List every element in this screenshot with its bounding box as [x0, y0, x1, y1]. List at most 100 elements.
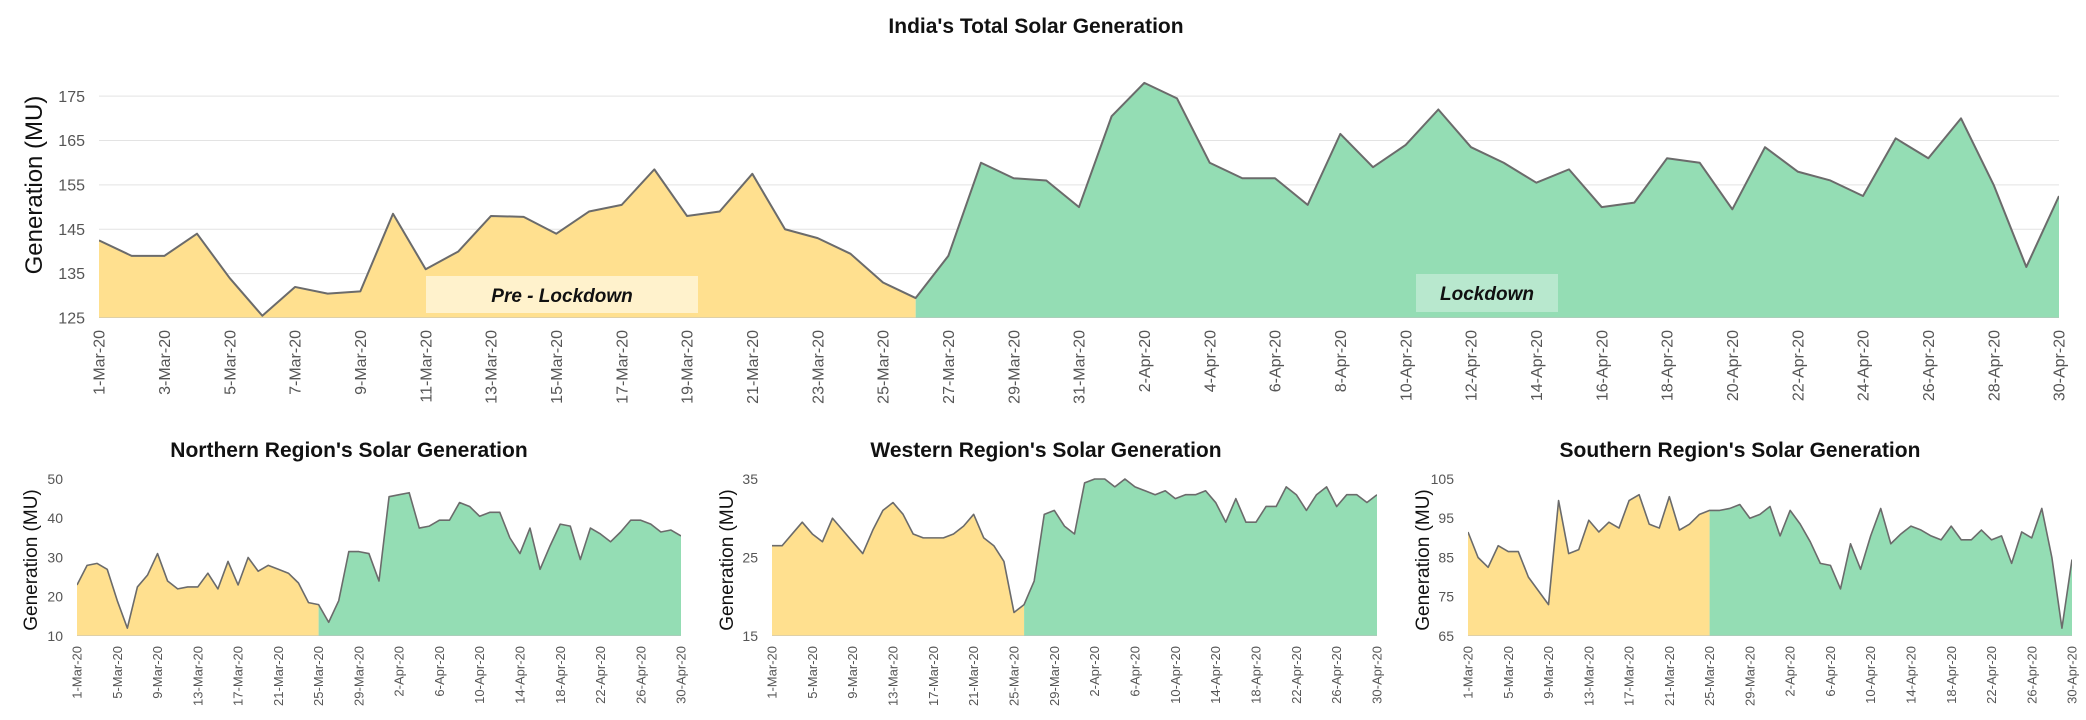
x-tick-label: 17-Mar-20 [926, 646, 941, 706]
pre-lockdown-area [1468, 494, 1710, 636]
x-tick-label: 29-Mar-20 [351, 646, 366, 706]
x-tick-label: 25-Mar-20 [311, 646, 326, 706]
x-tick-label: 29-Mar-20 [1742, 646, 1757, 706]
y-tick-label: 65 [1438, 628, 1454, 644]
x-tick-label: 4-Apr-20 [1202, 330, 1219, 392]
x-tick-label: 17-Mar-20 [231, 646, 246, 706]
x-tick-label: 1-Mar-20 [1461, 646, 1476, 699]
series-line [99, 81, 2059, 317]
x-tick-label: 24-Apr-20 [1856, 330, 1873, 401]
x-tick-label: 6-Apr-20 [1823, 646, 1838, 697]
x-tick-label: 5-Mar-20 [110, 646, 125, 699]
lockdown-area [915, 82, 2059, 318]
x-tick-label: 21-Mar-20 [271, 646, 286, 706]
x-tick-label: 18-Apr-20 [1944, 646, 1959, 704]
pre-lockdown-label-bg [426, 276, 698, 313]
x-tick-label: 29-Mar-20 [1006, 330, 1023, 404]
y-tick-label: 95 [1438, 510, 1454, 526]
x-tick-label: 20-Apr-20 [1725, 330, 1742, 401]
y-tick-label: 155 [58, 178, 85, 195]
x-tick-label: 31-Mar-20 [1072, 330, 1089, 404]
y-tick-label: 135 [58, 266, 85, 283]
x-tick-label: 13-Mar-20 [190, 646, 205, 706]
pre-lockdown-label: Pre - Lockdown [491, 286, 632, 307]
x-tick-label: 26-Apr-20 [2024, 646, 2039, 704]
y-tick-label: 75 [1438, 589, 1454, 605]
x-tick-label: 18-Apr-20 [1660, 330, 1677, 401]
x-tick-label: 14-Apr-20 [1904, 646, 1919, 704]
y-tick-label: 105 [1431, 471, 1455, 487]
x-tick-label: 25-Mar-20 [876, 330, 893, 404]
x-tick-label: 7-Mar-20 [288, 330, 305, 395]
x-tick-label: 11-Mar-20 [418, 330, 435, 403]
y-tick-labels: 65 75 85 95 105 [1431, 471, 1455, 644]
x-tick-label: 9-Mar-20 [150, 646, 165, 699]
x-tick-label: 14-Apr-20 [513, 646, 528, 704]
x-tick-label: 13-Mar-20 [1581, 646, 1596, 706]
india-total-solar-chart: India's Total Solar Generation Generatio… [21, 15, 2069, 404]
x-tick-label: 30-Apr-20 [674, 646, 689, 704]
y-tick-label: 40 [47, 510, 63, 526]
lockdown-area [1709, 504, 2072, 636]
x-tick-label: 2-Apr-20 [1087, 646, 1102, 697]
x-tick-label: 18-Apr-20 [1249, 646, 1264, 704]
x-tick-label: 9-Mar-20 [353, 330, 370, 395]
southern-region-solar-chart: Southern Region's Solar Generation Gener… [1413, 439, 2080, 706]
x-tick-label: 29-Mar-20 [1047, 646, 1062, 706]
x-tick-label: 25-Mar-20 [1007, 646, 1022, 706]
x-tick-label: 27-Mar-20 [941, 330, 958, 404]
x-tick-labels: 1-Mar-20 5-Mar-20 9-Mar-20 13-Mar-20 17-Mar-… [1461, 646, 2080, 706]
x-tick-label: 30-Apr-20 [1370, 646, 1385, 704]
lockdown-label-bg [1416, 274, 1558, 312]
chart-title: Western Region's Solar Generation [870, 439, 1221, 462]
y-tick-labels: 10 20 30 40 50 [47, 471, 63, 644]
x-tick-label: 14-Apr-20 [1529, 330, 1546, 401]
y-tick-label: 30 [47, 549, 63, 565]
x-tick-label: 2-Apr-20 [1137, 330, 1154, 392]
y-axis-label: Generation (MU) [21, 96, 48, 275]
x-tick-label: 3-Mar-20 [157, 330, 174, 395]
x-tick-label: 9-Mar-20 [1541, 646, 1556, 699]
x-tick-label: 10-Apr-20 [1168, 646, 1183, 704]
x-tick-label: 22-Apr-20 [1790, 330, 1807, 401]
x-tick-label: 30-Apr-20 [2065, 646, 2080, 704]
pre-lockdown-area [99, 169, 916, 318]
x-tick-label: 22-Apr-20 [593, 646, 608, 704]
x-tick-label: 21-Mar-20 [966, 646, 981, 706]
x-tick-label: 28-Apr-20 [1986, 330, 2003, 401]
x-tick-label: 25-Mar-20 [1702, 646, 1717, 706]
x-tick-label: 21-Mar-20 [745, 330, 762, 404]
area-series [772, 478, 1377, 636]
x-tick-label: 16-Apr-20 [1594, 330, 1611, 401]
pre-lockdown-area [77, 553, 319, 636]
y-tick-label: 85 [1438, 549, 1454, 565]
x-tick-labels: 1-Mar-20 5-Mar-20 9-Mar-20 13-Mar-20 17-Mar-… [70, 646, 689, 706]
western-region-solar-chart: Western Region's Solar Generation Genera… [717, 439, 1385, 706]
x-tick-label: 8-Apr-20 [1333, 330, 1350, 392]
x-tick-label: 10-Apr-20 [1398, 330, 1415, 401]
x-tick-label: 1-Mar-20 [765, 646, 780, 699]
x-tick-labels: 1-Mar-20 3-Mar-20 5-Mar-20 7-Mar-20 9-Mar-20… [92, 330, 2069, 404]
series-line [1468, 493, 2072, 629]
x-tick-label: 21-Mar-20 [1662, 646, 1677, 706]
x-tick-label: 17-Mar-20 [614, 330, 631, 404]
x-tick-label: 30-Apr-20 [2052, 330, 2069, 401]
y-tick-label: 20 [47, 589, 63, 605]
x-tick-labels: 1-Mar-20 5-Mar-20 9-Mar-20 13-Mar-20 17-Mar-… [765, 646, 1385, 706]
northern-region-solar-chart: Northern Region's Solar Generation Gener… [21, 439, 689, 706]
y-tick-label: 35 [742, 471, 758, 487]
chart-title: Southern Region's Solar Generation [1560, 439, 1921, 462]
y-axis-label: Generation (MU) [717, 489, 738, 631]
x-tick-label: 1-Mar-20 [70, 646, 85, 699]
y-tick-labels: 125 135 145 155 165 175 [58, 89, 85, 328]
y-tick-label: 165 [58, 133, 85, 150]
x-tick-label: 1-Mar-20 [92, 330, 109, 395]
chart-title: Northern Region's Solar Generation [170, 439, 527, 462]
y-tick-label: 15 [742, 628, 758, 644]
x-tick-label: 5-Mar-20 [1501, 646, 1516, 699]
series-line [772, 478, 1377, 614]
x-tick-label: 5-Mar-20 [805, 646, 820, 699]
x-tick-label: 23-Mar-20 [810, 330, 827, 404]
y-axis-label: Generation (MU) [1413, 489, 1434, 631]
x-tick-label: 26-Apr-20 [1921, 330, 1938, 401]
